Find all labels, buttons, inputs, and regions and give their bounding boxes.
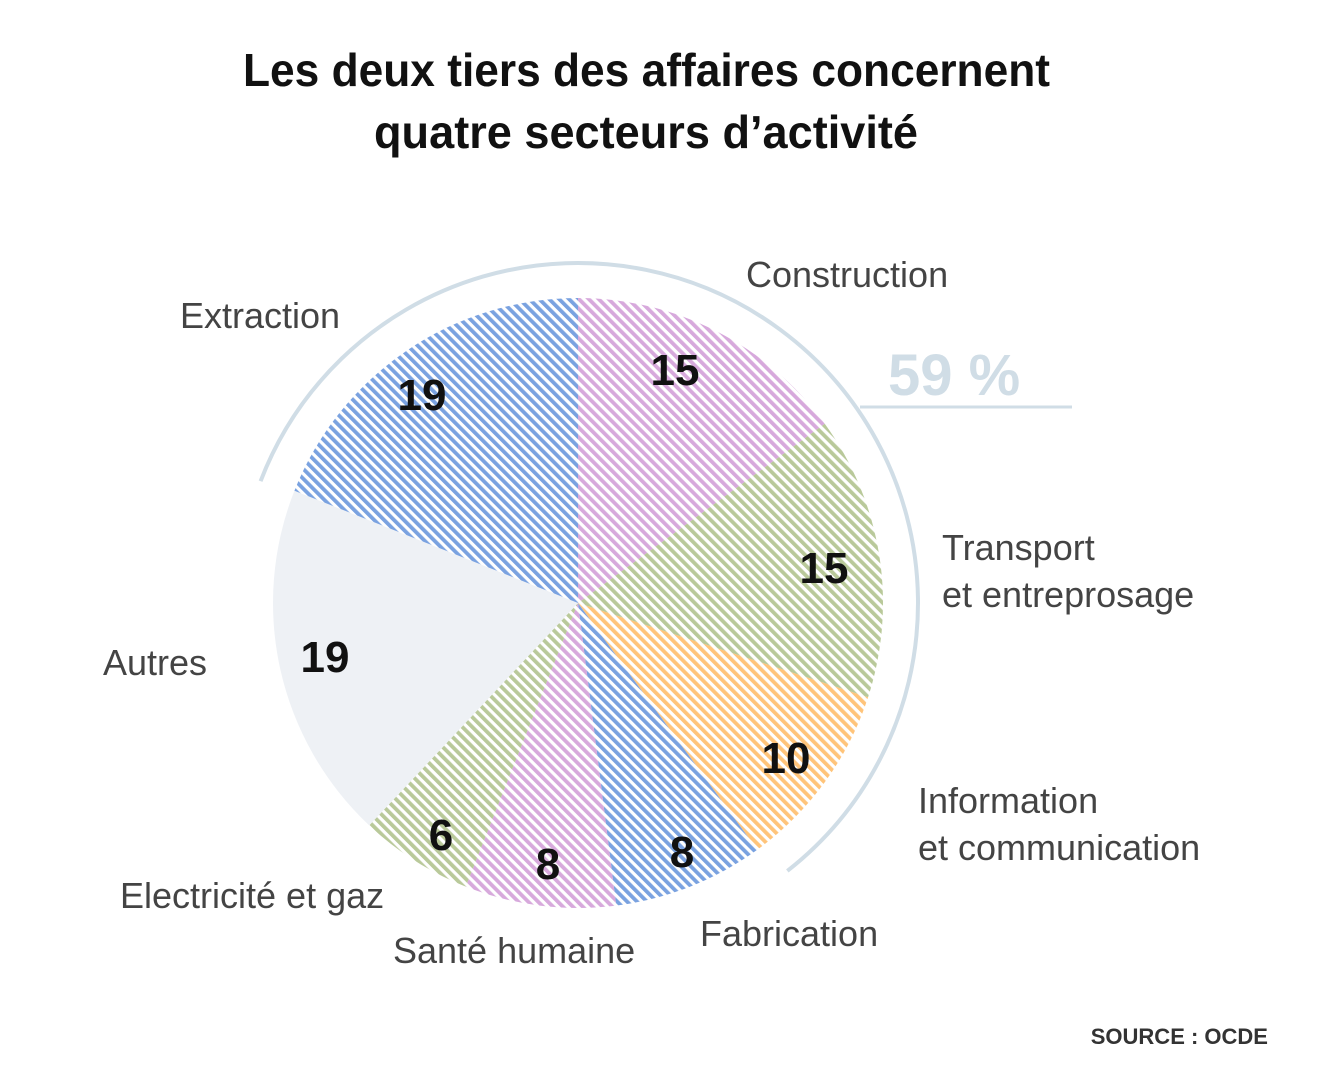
annotation-59-percent: 59 % (888, 343, 1020, 408)
group-bracket-arc (258, 261, 920, 873)
pie-slice-construction (578, 298, 825, 603)
slice-value-label: 6 (429, 811, 453, 860)
slice-category-label: Fabrication (700, 913, 878, 954)
pie-slice-electricit-et-gaz (369, 603, 578, 887)
slice-value-label: 15 (651, 346, 700, 395)
chart-title-line-2: quatre secteurs d’activité (374, 106, 918, 158)
pie-slice-information (578, 603, 869, 850)
slice-value-label: 19 (398, 371, 447, 420)
slice-value-label: 15 (800, 544, 849, 593)
slice-category-label: Transport (942, 527, 1095, 568)
slice-value-label: 10 (762, 734, 811, 783)
slice-category-label: Autres (103, 642, 207, 683)
slice-category-label: Electricité et gaz (120, 875, 384, 916)
source-note: SOURCE : OCDE (1091, 1024, 1268, 1049)
chart-title-line-1: Les deux tiers des affaires concernent (243, 44, 1050, 96)
pie-slice-extraction (294, 298, 578, 603)
slice-category-label: Construction (746, 254, 948, 295)
slice-category-label: et entreprosage (942, 574, 1194, 615)
slice-value-label: 19 (301, 633, 350, 682)
slice-category-label: Extraction (180, 295, 340, 336)
pie-slice-fabrication (578, 603, 758, 906)
slice-category-label: et communication (918, 827, 1200, 868)
pie-slice-autres (273, 490, 578, 826)
slice-category-label: Information (918, 780, 1098, 821)
pie-slice-transport (578, 423, 884, 698)
pie-slice-sant-humaine (465, 603, 617, 908)
slice-category-label: Santé humaine (393, 930, 635, 971)
slice-value-label: 8 (536, 840, 560, 889)
slice-value-label: 8 (670, 828, 694, 877)
